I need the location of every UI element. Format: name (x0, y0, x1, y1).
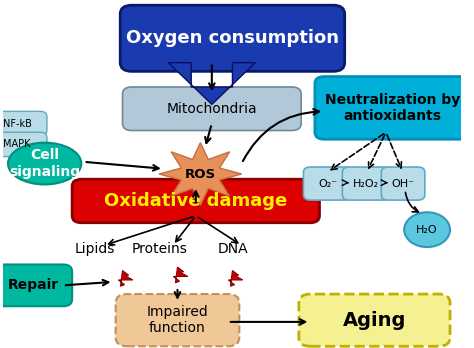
Text: ROS: ROS (185, 167, 216, 181)
Circle shape (404, 212, 450, 247)
Text: Proteins: Proteins (131, 242, 187, 256)
FancyBboxPatch shape (0, 264, 72, 306)
Polygon shape (168, 63, 255, 104)
Text: Mitochondria: Mitochondria (166, 102, 257, 116)
Text: OH⁻: OH⁻ (392, 179, 415, 189)
FancyBboxPatch shape (303, 167, 352, 200)
FancyBboxPatch shape (116, 294, 239, 346)
Polygon shape (173, 267, 188, 283)
Text: DNA: DNA (217, 242, 248, 256)
Polygon shape (159, 143, 242, 205)
Text: NF-kB: NF-kB (3, 119, 32, 128)
FancyBboxPatch shape (122, 87, 301, 130)
Text: Lipids: Lipids (75, 242, 115, 256)
Text: Impaired
function: Impaired function (146, 305, 209, 335)
Ellipse shape (8, 143, 81, 184)
Text: H₂O₂: H₂O₂ (354, 179, 380, 189)
FancyBboxPatch shape (120, 5, 345, 71)
FancyBboxPatch shape (72, 179, 319, 223)
Text: Neutralization by
antioxidants: Neutralization by antioxidants (325, 93, 460, 123)
Text: Oxidative damage: Oxidative damage (104, 192, 287, 210)
Text: H₂O: H₂O (416, 225, 438, 235)
FancyBboxPatch shape (299, 294, 450, 346)
Text: MAPK: MAPK (3, 140, 31, 149)
FancyBboxPatch shape (342, 167, 391, 200)
FancyBboxPatch shape (315, 77, 471, 139)
Text: Repair: Repair (8, 278, 59, 292)
FancyBboxPatch shape (0, 111, 47, 136)
Polygon shape (118, 271, 133, 286)
Text: Aging: Aging (343, 311, 406, 330)
FancyBboxPatch shape (381, 167, 425, 200)
Text: O₂⁻: O₂⁻ (318, 179, 337, 189)
FancyBboxPatch shape (0, 132, 47, 157)
Polygon shape (228, 271, 243, 286)
Text: Cell
signaling: Cell signaling (9, 149, 80, 179)
Text: Oxygen consumption: Oxygen consumption (126, 29, 339, 47)
